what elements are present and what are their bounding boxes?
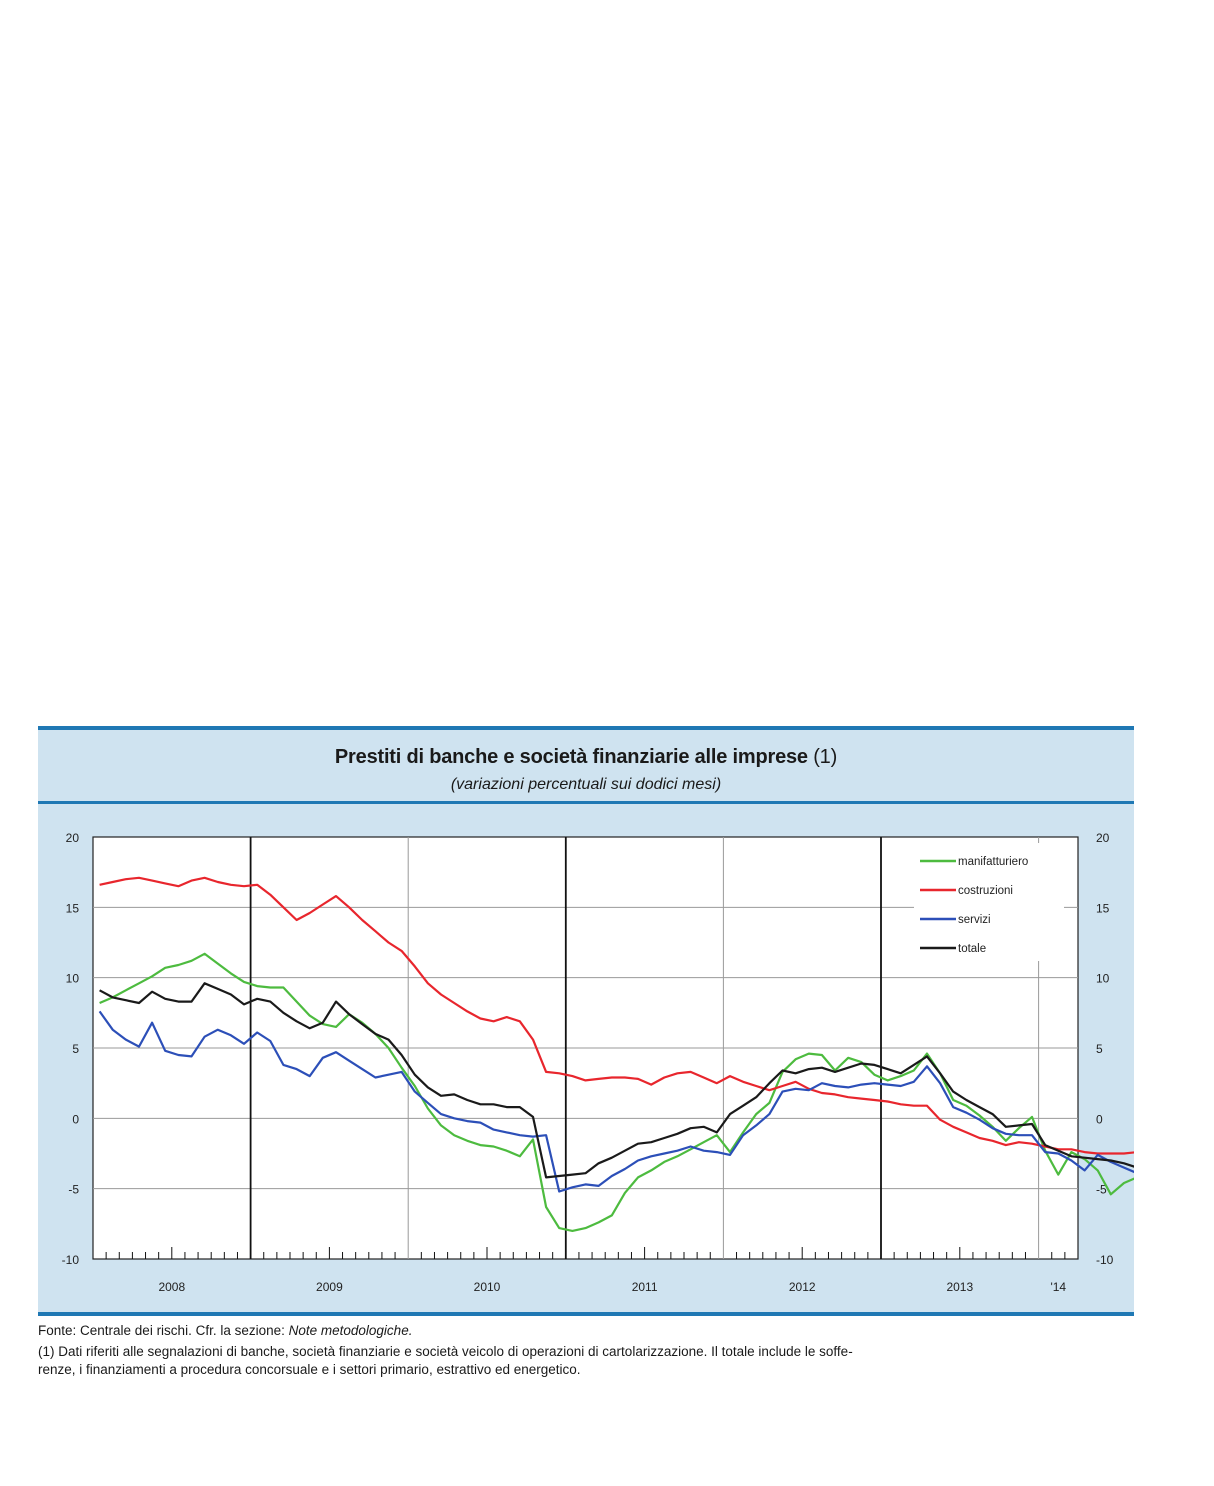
- x-tick-label: 2009: [316, 1280, 343, 1294]
- x-tick-label: '14: [1050, 1280, 1066, 1294]
- chart-subtitle: (variazioni percentuali sui dodici mesi): [450, 776, 722, 793]
- x-tick-label: 2013: [946, 1280, 973, 1294]
- x-tick-label: 2012: [789, 1280, 816, 1294]
- footnote-line-1: (1) Dati riferiti alle segnalazioni di b…: [38, 1344, 853, 1359]
- y-tick-label-left: 15: [66, 901, 80, 915]
- series-line-servizi: [98, 1010, 1134, 1193]
- y-tick-label-left: 20: [66, 831, 80, 845]
- x-tick-label: 2010: [474, 1280, 501, 1294]
- y-tick-label-right: 5: [1096, 1042, 1103, 1056]
- footnote-line-2: renze, i finanziamenti a procedura conco…: [38, 1362, 581, 1377]
- y-tick-label-left: 0: [72, 1112, 79, 1126]
- chart-figure: Prestiti di banche e società finanziarie…: [38, 726, 1134, 1316]
- chart-title: Prestiti di banche e società finanziarie…: [38, 746, 1134, 769]
- y-tick-label-right: 0: [1096, 1112, 1103, 1126]
- y-tick-label-right: 10: [1096, 972, 1110, 986]
- chart-title-text: Prestiti di banche e società finanziarie…: [334, 746, 808, 768]
- series-line-costruzioni: [99, 876, 1134, 1155]
- chart-title-footnote-ref: (1): [813, 746, 838, 768]
- source-note: Fonte: Centrale dei rischi. Cfr. la sezi…: [38, 1322, 1138, 1340]
- legend-label: servizi: [958, 914, 991, 926]
- y-tick-label-left: -5: [68, 1183, 79, 1197]
- source-text: Fonte: Centrale dei rischi. Cfr. la sezi…: [38, 1323, 289, 1338]
- series-line-manifatturiero: [99, 952, 1134, 1232]
- y-tick-label-right: -10: [1096, 1253, 1114, 1267]
- legend-label: manifatturiero: [958, 856, 1028, 868]
- legend-label: totale: [958, 943, 986, 955]
- footnote: (1) Dati riferiti alle segnalazioni di b…: [38, 1343, 1138, 1379]
- y-tick-label-right: 20: [1096, 831, 1110, 845]
- y-tick-label-right: -5: [1096, 1183, 1107, 1197]
- legend-label: costruzioni: [958, 885, 1013, 897]
- x-tick-label: 2008: [158, 1280, 185, 1294]
- series-line-totale: [99, 982, 1134, 1179]
- chart-header: Prestiti di banche e società finanziarie…: [38, 726, 1134, 804]
- y-tick-label-left: 10: [66, 972, 80, 986]
- x-tick-label: 2011: [632, 1280, 658, 1294]
- y-tick-label-right: 15: [1096, 901, 1110, 915]
- y-tick-label-left: 5: [72, 1042, 79, 1056]
- y-tick-label-left: -10: [62, 1253, 80, 1267]
- legend-background: [914, 843, 1064, 961]
- source-section-name: Note metodologiche.: [288, 1323, 413, 1338]
- line-chart: 20 20 15 15 10 10 5 5 0 0 -5 -5 -10 -10 2008 2009 2010 20…: [62, 831, 1134, 1294]
- chart-notes: Fonte: Centrale dei rischi. Cfr. la sezi…: [38, 1322, 1138, 1382]
